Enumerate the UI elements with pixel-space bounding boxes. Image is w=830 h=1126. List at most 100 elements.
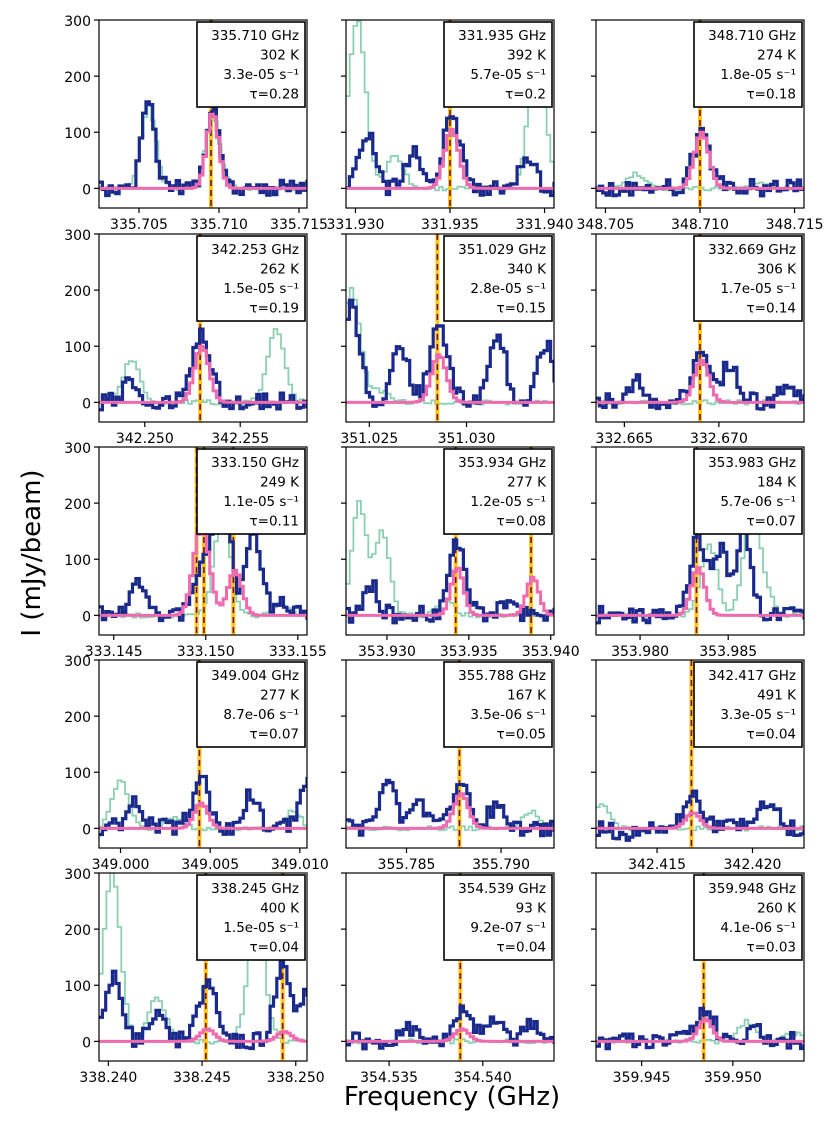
line-frequency: 359.948 GHz: [708, 881, 796, 897]
x-tick-label: 348.710: [671, 217, 729, 233]
x-tick-label: 355.790: [472, 857, 530, 873]
observed-spectrum: [99, 327, 307, 412]
upper-energy: 340 K: [507, 262, 547, 278]
observed-spectrum: [596, 1006, 804, 1051]
x-tick-label: 349.005: [181, 857, 239, 873]
panel-grid: 0 100 200 300 335.705 335.710 335.715 335.710 G…: [64, 14, 823, 1086]
y-tick-label: 0: [82, 182, 91, 198]
line-frequency: 331.935 GHz: [458, 28, 546, 44]
einstein-a: 1.5e-05 s⁻¹: [223, 920, 299, 936]
annotation-box: [443, 448, 553, 535]
annotation-box: [693, 874, 803, 961]
model-spectrum: [596, 1017, 804, 1043]
panel-frame: [595, 659, 805, 849]
y-tick-label: 300: [64, 14, 91, 30]
y-tick-label: 100: [64, 979, 91, 995]
model-spectrum: [99, 112, 307, 190]
spectrum-panel: 0 100 200 300 333.145 333.150 333.155 333.150 G…: [64, 441, 326, 660]
model-spectrum: [99, 801, 307, 830]
optical-depth: τ=0.04: [250, 940, 300, 956]
line-frequency: 354.539 GHz: [458, 881, 546, 897]
upper-energy: 277 K: [260, 688, 300, 704]
x-tick-label: 331.935: [421, 217, 479, 233]
spectrum-panel: 0 100 200 300 349.000 349.005 349.010 349.004 G…: [64, 654, 329, 873]
einstein-a: 1.5e-05 s⁻¹: [223, 281, 299, 297]
y-tick-label: 0: [82, 609, 91, 625]
x-tick-label: 332.670: [690, 431, 748, 447]
line-frequency: 342.417 GHz: [708, 668, 796, 684]
x-tick-label: 355.785: [378, 857, 436, 873]
line-frequency: 349.004 GHz: [211, 668, 299, 684]
spectrum-panel: 359.945 359.950 359.948 GHz 260 K 4.1e-06 s⁻…: [591, 872, 805, 1086]
panel-frame: [595, 233, 805, 423]
x-tick-label: 353.985: [699, 644, 757, 660]
y-tick-label: 200: [64, 70, 91, 86]
observed-spectrum: [596, 526, 804, 625]
x-tick-label: 349.010: [271, 857, 329, 873]
line-frequency: 338.245 GHz: [211, 881, 299, 897]
annotation-box: [443, 874, 553, 961]
spectrum-panel: 355.785 355.790 355.788 GHz 167 K 3.5e-06 s⁻…: [341, 659, 555, 873]
x-tick-label: 331.940: [516, 217, 574, 233]
upper-energy: 167 K: [507, 688, 547, 704]
spectrum-panel: 342.415 342.420 342.417 GHz 491 K 3.3e-05 s⁻…: [591, 659, 805, 873]
y-tick-label: 0: [82, 822, 91, 838]
line-frequency: 333.150 GHz: [211, 455, 299, 471]
model-spectrum: [99, 344, 307, 404]
panel-frame: [345, 659, 555, 849]
spectrum-panel: 351.025 351.030 351.029 GHz 340 K 2.8e-05 s⁻…: [340, 233, 555, 447]
annotation-box: [693, 21, 803, 108]
x-tick-label: 348.705: [577, 217, 635, 233]
annotation-box: [196, 661, 306, 748]
model-spectrum: [596, 358, 804, 404]
annotation-box: [196, 21, 306, 108]
line-frequency: 353.934 GHz: [458, 455, 546, 471]
template-spectrum: [99, 328, 307, 406]
line-frequency: 332.669 GHz: [708, 242, 796, 258]
einstein-a: 2.8e-05 s⁻¹: [470, 281, 546, 297]
panel-frame: [345, 446, 555, 636]
x-tick-label: 338.250: [267, 1070, 325, 1086]
observed-spectrum: [99, 100, 307, 198]
x-tick-label: 353.940: [522, 644, 580, 660]
optical-depth: τ=0.18: [747, 87, 797, 103]
upper-energy: 184 K: [757, 475, 797, 491]
x-tick-label: 338.245: [173, 1070, 231, 1086]
y-tick-label: 300: [64, 867, 91, 883]
x-tick-label: 335.710: [190, 217, 248, 233]
model-spectrum: [596, 811, 804, 830]
x-tick-label: 338.240: [79, 1070, 137, 1086]
einstein-a: 1.1e-05 s⁻¹: [223, 494, 299, 510]
einstein-a: 1.7e-05 s⁻¹: [720, 281, 796, 297]
optical-depth: τ=0.05: [497, 727, 547, 743]
model-spectrum: [346, 1027, 554, 1043]
spectrum-panel: 332.665 332.670 332.669 GHz 306 K 1.7e-05 s⁻…: [591, 233, 805, 447]
model-spectrum: [99, 1027, 307, 1043]
y-tick-label: 200: [64, 497, 91, 513]
x-tick-label: 333.145: [85, 644, 143, 660]
panel-frame: [98, 659, 308, 849]
optical-depth: τ=0.19: [250, 301, 300, 317]
einstein-a: 3.5e-06 s⁻¹: [470, 707, 546, 723]
x-tick-label: 333.150: [177, 644, 235, 660]
spectrum-panel: 0 100 200 300 342.250 342.255 342.253 GHz 262 K…: [64, 228, 308, 447]
upper-energy: 262 K: [260, 262, 300, 278]
einstein-a: 4.1e-06 s⁻¹: [720, 920, 796, 936]
annotation-box: [693, 235, 803, 322]
line-frequency: 353.983 GHz: [708, 455, 796, 471]
spectrum-panel: 331.930 331.935 331.940 331.935 GHz 392 K 5.7…: [327, 19, 574, 233]
upper-energy: 93 K: [516, 901, 547, 917]
annotation-box: [196, 874, 306, 961]
upper-energy: 491 K: [757, 688, 797, 704]
line-frequency: 355.788 GHz: [458, 668, 546, 684]
panel-frame: [98, 233, 308, 423]
x-tick-label: 349.000: [92, 857, 150, 873]
optical-depth: τ=0.08: [497, 514, 547, 530]
y-tick-label: 200: [64, 284, 91, 300]
y-tick-label: 100: [64, 126, 91, 142]
x-tick-label: 342.255: [211, 431, 269, 447]
x-tick-label: 335.705: [110, 217, 168, 233]
y-tick-label: 200: [64, 710, 91, 726]
x-tick-label: 353.935: [440, 644, 498, 660]
observed-spectrum: [99, 452, 307, 623]
